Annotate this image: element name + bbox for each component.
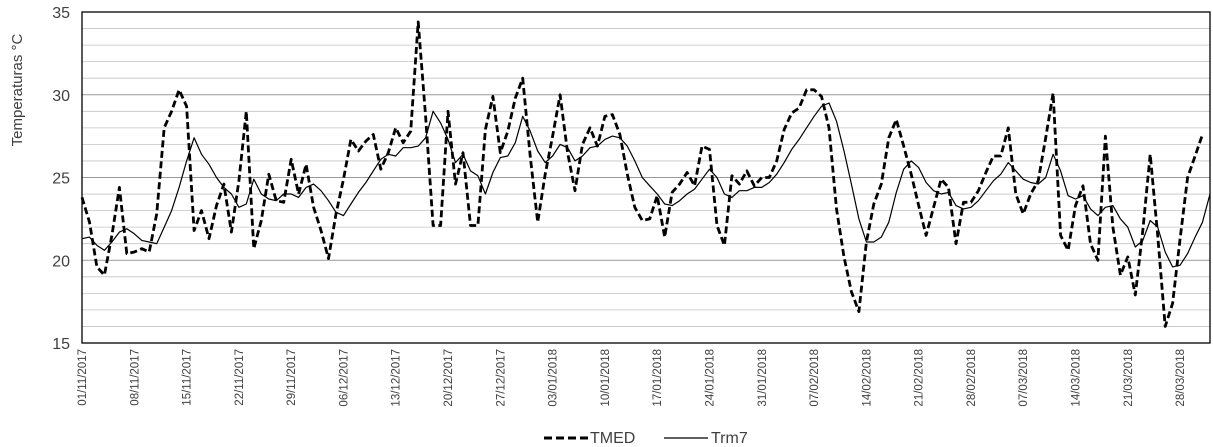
y-tick-label: 15 [52,336,70,353]
y-axis-label: Temperaturas °C [9,33,26,146]
y-tick-label: 30 [52,88,70,105]
x-tick-label: 20/12/2017 [443,349,455,407]
x-tick-label: 17/01/2018 [652,349,664,407]
x-tick-label: 28/02/2018 [966,349,978,407]
y-tick-label: 20 [52,253,70,270]
x-tick-label: 14/02/2018 [861,349,873,407]
legend-label-trm7: Trm7 [711,430,748,447]
x-tick-label: 06/12/2017 [338,349,350,407]
x-axis-tick-labels: 01/11/2017 08/11/2017 15/11/2017 22/11/2017… [77,349,1187,407]
legend-label-tmed: TMED [590,430,635,447]
series-line-trm7 [81,102,1211,268]
plot-area-frame [81,11,1211,344]
x-tick-label: 15/11/2017 [182,349,194,406]
series-line-tmed [80,20,1204,328]
series-layer [80,20,1211,328]
grid-layer [82,28,1210,327]
y-tick-label: 25 [52,171,70,188]
x-tick-label: 07/03/2018 [1018,349,1030,407]
x-tick-label: 22/11/2017 [234,349,246,406]
y-axis-tick-labels: 15 20 25 30 35 [52,5,70,353]
x-tick-label: 21/02/2018 [914,349,926,407]
x-tick-label: 08/11/2017 [129,349,141,406]
x-tick-label: 24/01/2018 [704,349,716,407]
x-tick-label: 01/11/2017 [77,349,89,406]
x-tick-label: 21/03/2018 [1123,349,1135,407]
y-tick-label: 35 [52,5,70,22]
legend: TMED Trm7 [544,430,748,447]
x-tick-label: 27/12/2017 [495,349,507,407]
x-tick-label: 13/12/2017 [391,349,403,407]
x-tick-label: 28/03/2018 [1175,349,1187,407]
x-tick-label: 07/02/2018 [809,349,821,407]
x-tick-label: 10/01/2018 [600,349,612,407]
x-tick-label: 29/11/2017 [286,349,298,406]
x-tick-label: 31/01/2018 [757,349,769,407]
x-tick-label: 03/01/2018 [548,349,560,407]
x-tick-label: 14/03/2018 [1071,349,1083,407]
